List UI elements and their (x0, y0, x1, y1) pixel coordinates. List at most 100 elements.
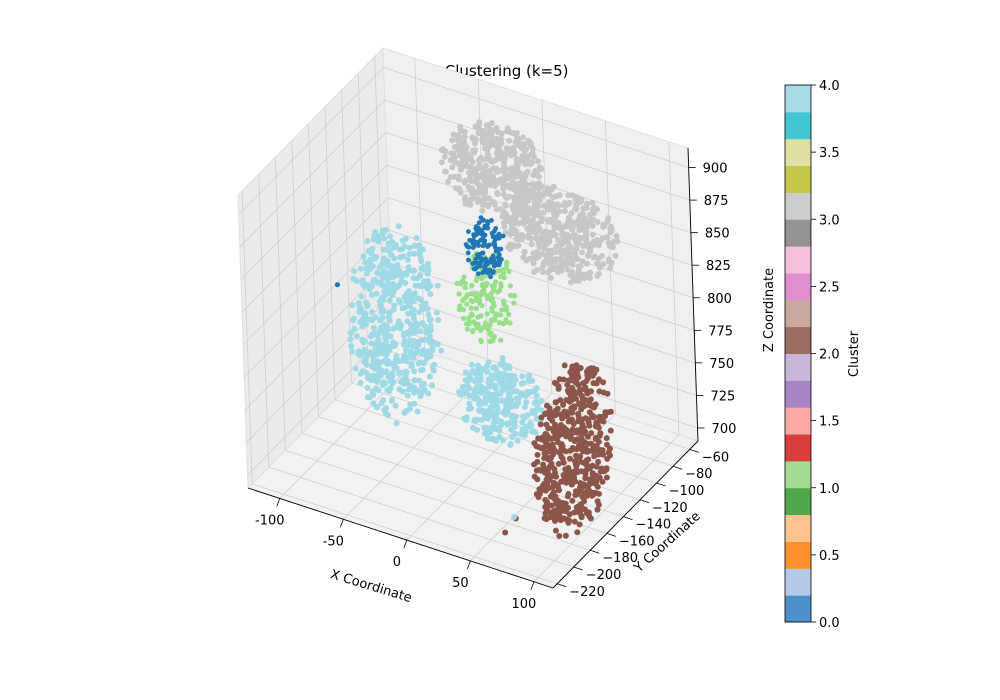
data-point (585, 482, 592, 488)
data-point (447, 157, 454, 164)
x-tick-label: -50 (323, 534, 344, 549)
data-point (497, 154, 504, 160)
z-gridline (391, 295, 697, 396)
data-point (547, 493, 554, 500)
colorbar-swatch (785, 138, 811, 167)
data-point (475, 163, 482, 169)
data-point (590, 254, 597, 261)
data-point (530, 250, 537, 257)
data-point (456, 176, 462, 183)
data-point (457, 189, 464, 196)
data-point (373, 404, 380, 410)
data-point (387, 377, 394, 384)
data-point (392, 402, 399, 409)
data-point (558, 422, 564, 428)
data-point (404, 392, 411, 399)
data-point (564, 254, 571, 261)
data-point (417, 272, 423, 279)
data-point (470, 424, 476, 431)
data-point (435, 317, 442, 323)
data-point (375, 350, 382, 357)
data-point (518, 155, 525, 162)
data-point (469, 283, 475, 289)
data-point (479, 274, 485, 280)
data-point (574, 529, 581, 536)
data-point (429, 382, 436, 389)
data-point (561, 362, 568, 369)
data-point (534, 458, 541, 465)
data-point (463, 321, 470, 327)
colorbar-swatch (785, 595, 811, 623)
data-point (488, 330, 494, 336)
data-point (511, 293, 518, 299)
data-point (543, 516, 550, 523)
data-point (491, 419, 497, 426)
data-point (613, 233, 620, 239)
data-point (478, 389, 485, 396)
data-point (433, 309, 440, 316)
data-point (466, 385, 472, 392)
data-point (527, 235, 534, 242)
data-point (357, 370, 364, 377)
data-point (462, 369, 469, 376)
data-point (544, 257, 551, 264)
data-point (511, 388, 517, 395)
data-point (503, 319, 509, 325)
data-point (395, 223, 402, 230)
data-point (475, 271, 481, 277)
data-point (552, 527, 559, 534)
data-point (464, 301, 470, 307)
z-tick-label: 875 (704, 194, 729, 209)
data-point (476, 220, 482, 226)
data-point (599, 235, 606, 242)
colorbar-swatch (785, 514, 811, 542)
data-point (555, 192, 562, 199)
data-point (466, 257, 471, 263)
data-point (389, 274, 396, 280)
data-point (412, 282, 419, 289)
data-point (384, 324, 391, 331)
data-point (506, 311, 512, 318)
data-point (463, 144, 470, 150)
data-point (558, 247, 564, 254)
x-tick-label: 0 (393, 555, 401, 570)
data-point (499, 387, 506, 394)
data-point (607, 427, 614, 434)
x-tick-mark (276, 498, 281, 507)
data-point (462, 285, 468, 291)
data-point (493, 402, 500, 408)
data-point (364, 238, 371, 245)
data-point (586, 249, 593, 256)
data-point (405, 386, 412, 393)
data-point (368, 317, 375, 324)
colorbar-swatch (785, 272, 811, 301)
data-point (483, 156, 489, 163)
data-point (526, 190, 533, 197)
data-point (558, 478, 565, 485)
data-point (572, 253, 579, 260)
data-point (474, 252, 480, 258)
data-point (377, 279, 384, 285)
data-point (388, 397, 395, 404)
x-gridline (668, 141, 680, 435)
data-point (470, 327, 476, 334)
z-axis-label: Z Coordinate (762, 268, 777, 352)
data-point (475, 400, 482, 407)
data-point (513, 161, 520, 168)
data-point (397, 325, 404, 332)
data-point (574, 366, 581, 373)
data-point (567, 429, 574, 436)
data-point (495, 289, 501, 295)
data-point (595, 261, 602, 268)
data-point (530, 193, 537, 199)
data-point (463, 417, 470, 423)
data-point (493, 260, 499, 265)
data-point (487, 157, 494, 164)
data-point (571, 193, 578, 200)
data-point (351, 325, 358, 332)
data-point (520, 380, 527, 386)
data-point (579, 249, 585, 256)
data-point (484, 431, 491, 438)
data-point (504, 215, 511, 222)
data-point (438, 347, 445, 354)
